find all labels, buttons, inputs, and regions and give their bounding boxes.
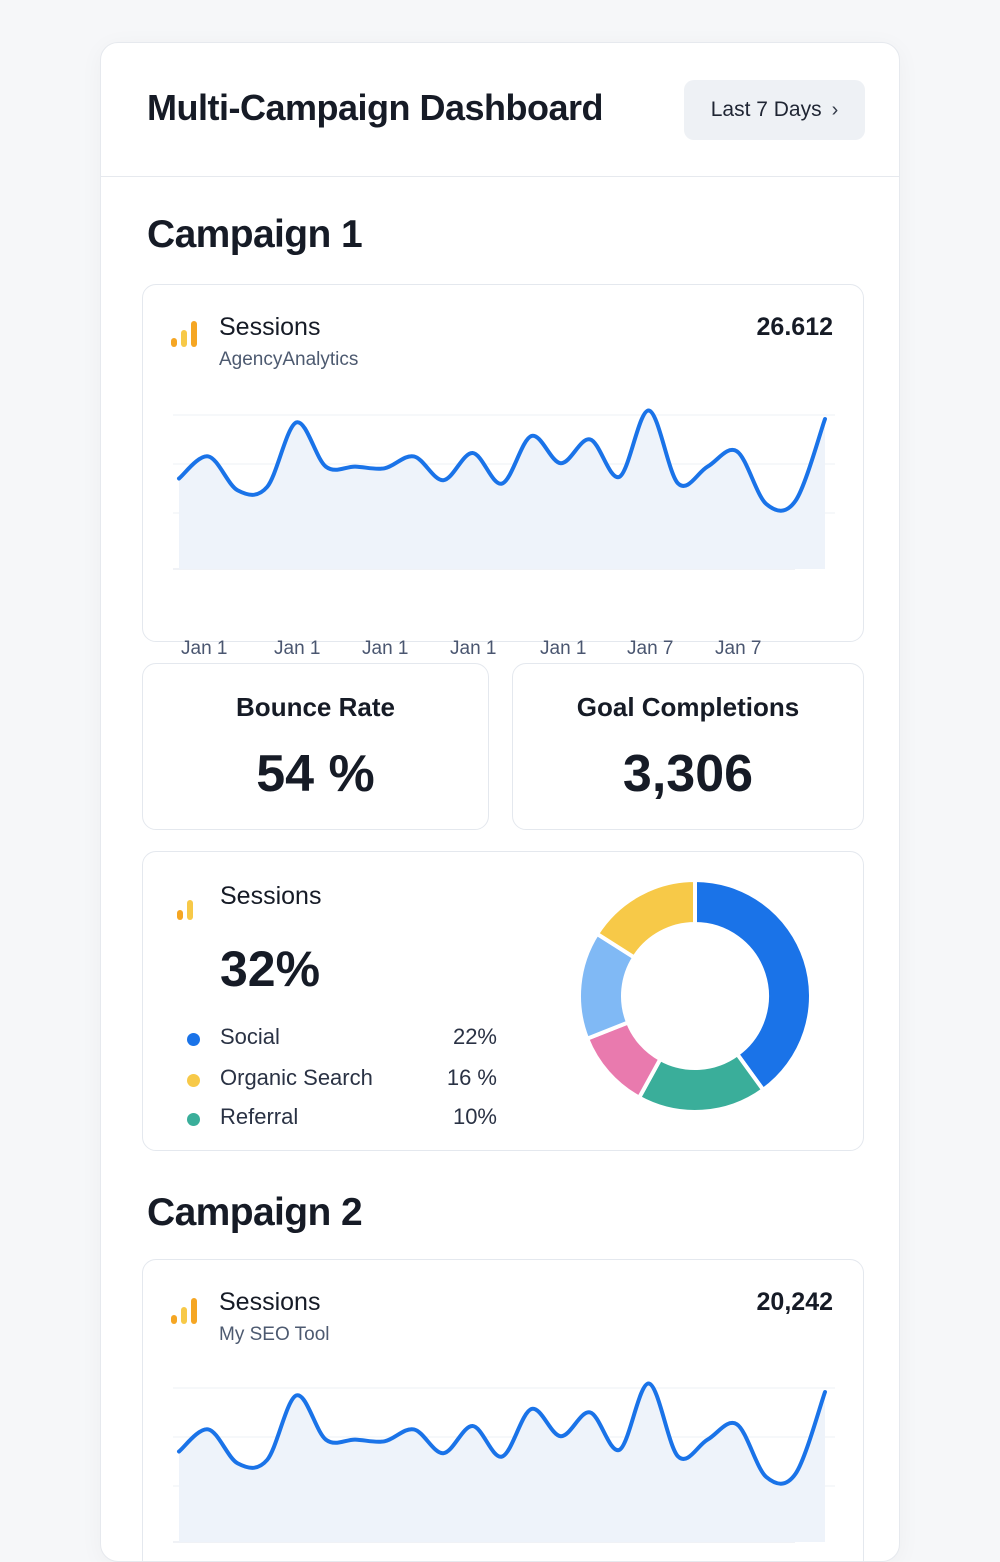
bar-chart-icon — [171, 1296, 201, 1324]
x-tick-label: Jan 1 — [181, 638, 228, 659]
traffic-donut-chart — [577, 877, 813, 1114]
legend-item-organic-search: Organic Search 16 % — [187, 1065, 497, 1095]
legend-percent: 22% — [452, 1024, 497, 1049]
sessions-metric-label: Sessions — [219, 313, 321, 341]
x-tick-label: Jan 1 — [450, 638, 497, 659]
x-tick-label: Jan 7 — [715, 638, 762, 659]
legend-percent: 10% — [452, 1104, 497, 1129]
x-tick-label: Jan 1 — [274, 638, 321, 659]
sessions-line-chart-1 — [173, 408, 835, 570]
source-label: My SEO Tool — [219, 1324, 330, 1345]
sessions-metric-label: Sessions — [220, 882, 322, 910]
legend-label: Social — [220, 1024, 280, 1049]
series-line — [177, 408, 827, 513]
bounce-rate-value: 54 % — [256, 745, 375, 803]
sessions-total: 20,242 — [756, 1288, 833, 1316]
donut-slice — [693, 877, 813, 1093]
sessions-percent: 32% — [220, 941, 321, 997]
campaign-2-sessions-card[interactable]: Sessions My SEO Tool 20,242 — [142, 1259, 864, 1561]
campaign-1-title: Campaign 1 — [147, 213, 363, 256]
legend-label: Referral — [220, 1104, 299, 1129]
x-tick-label: Jan 1 — [540, 638, 587, 659]
legend-label: Organic Search — [220, 1065, 373, 1090]
bar-chart-icon — [171, 319, 201, 347]
bar-chart-icon — [177, 892, 207, 920]
legend-item-referral: Referral 10% — [187, 1104, 497, 1134]
sessions-metric-label: Sessions — [219, 1288, 321, 1316]
dashboard-panel: Multi-Campaign Dashboard Last 7 Days › C… — [100, 42, 900, 1562]
bounce-rate-card[interactable]: Bounce Rate 54 % — [142, 663, 489, 830]
series-line — [177, 1381, 827, 1486]
series-area — [179, 410, 825, 569]
goal-completions-value: 3,306 — [622, 745, 754, 803]
series-area — [179, 1383, 825, 1542]
campaign-1-sessions-card[interactable]: Sessions AgencyAnalytics 26.612 Jan 1 Ja… — [142, 284, 864, 659]
donut-slice — [594, 877, 697, 961]
sessions-total: 26.612 — [756, 313, 833, 341]
source-label: AgencyAnalytics — [219, 349, 359, 370]
page-title: Multi-Campaign Dashboard — [147, 87, 604, 128]
x-tick-label: Jan 7 — [627, 638, 674, 659]
date-range-button[interactable]: Last 7 Days › — [684, 80, 865, 140]
bounce-rate-label: Bounce Rate — [236, 692, 395, 722]
chevron-right-icon: › — [831, 98, 839, 121]
date-range-label: Last 7 Days — [710, 98, 822, 121]
legend-percent: 16 % — [446, 1065, 497, 1090]
x-tick-label: Jan 1 — [362, 638, 409, 659]
legend-dot — [187, 1113, 200, 1126]
goal-completions-label: Goal Completions — [576, 692, 800, 722]
goal-completions-card[interactable]: Goal Completions 3,306 — [512, 663, 864, 830]
sessions-line-chart-2 — [173, 1381, 835, 1543]
campaign-2-title: Campaign 2 — [147, 1191, 363, 1234]
legend-dot — [187, 1074, 200, 1087]
traffic-sources-card[interactable]: Sessions 32% Social 22% Organic Search 1… — [142, 851, 864, 1151]
legend-item-social: Social 22% — [187, 1024, 497, 1054]
dashboard-header: Multi-Campaign Dashboard Last 7 Days › — [101, 43, 899, 177]
legend-dot — [187, 1033, 200, 1046]
